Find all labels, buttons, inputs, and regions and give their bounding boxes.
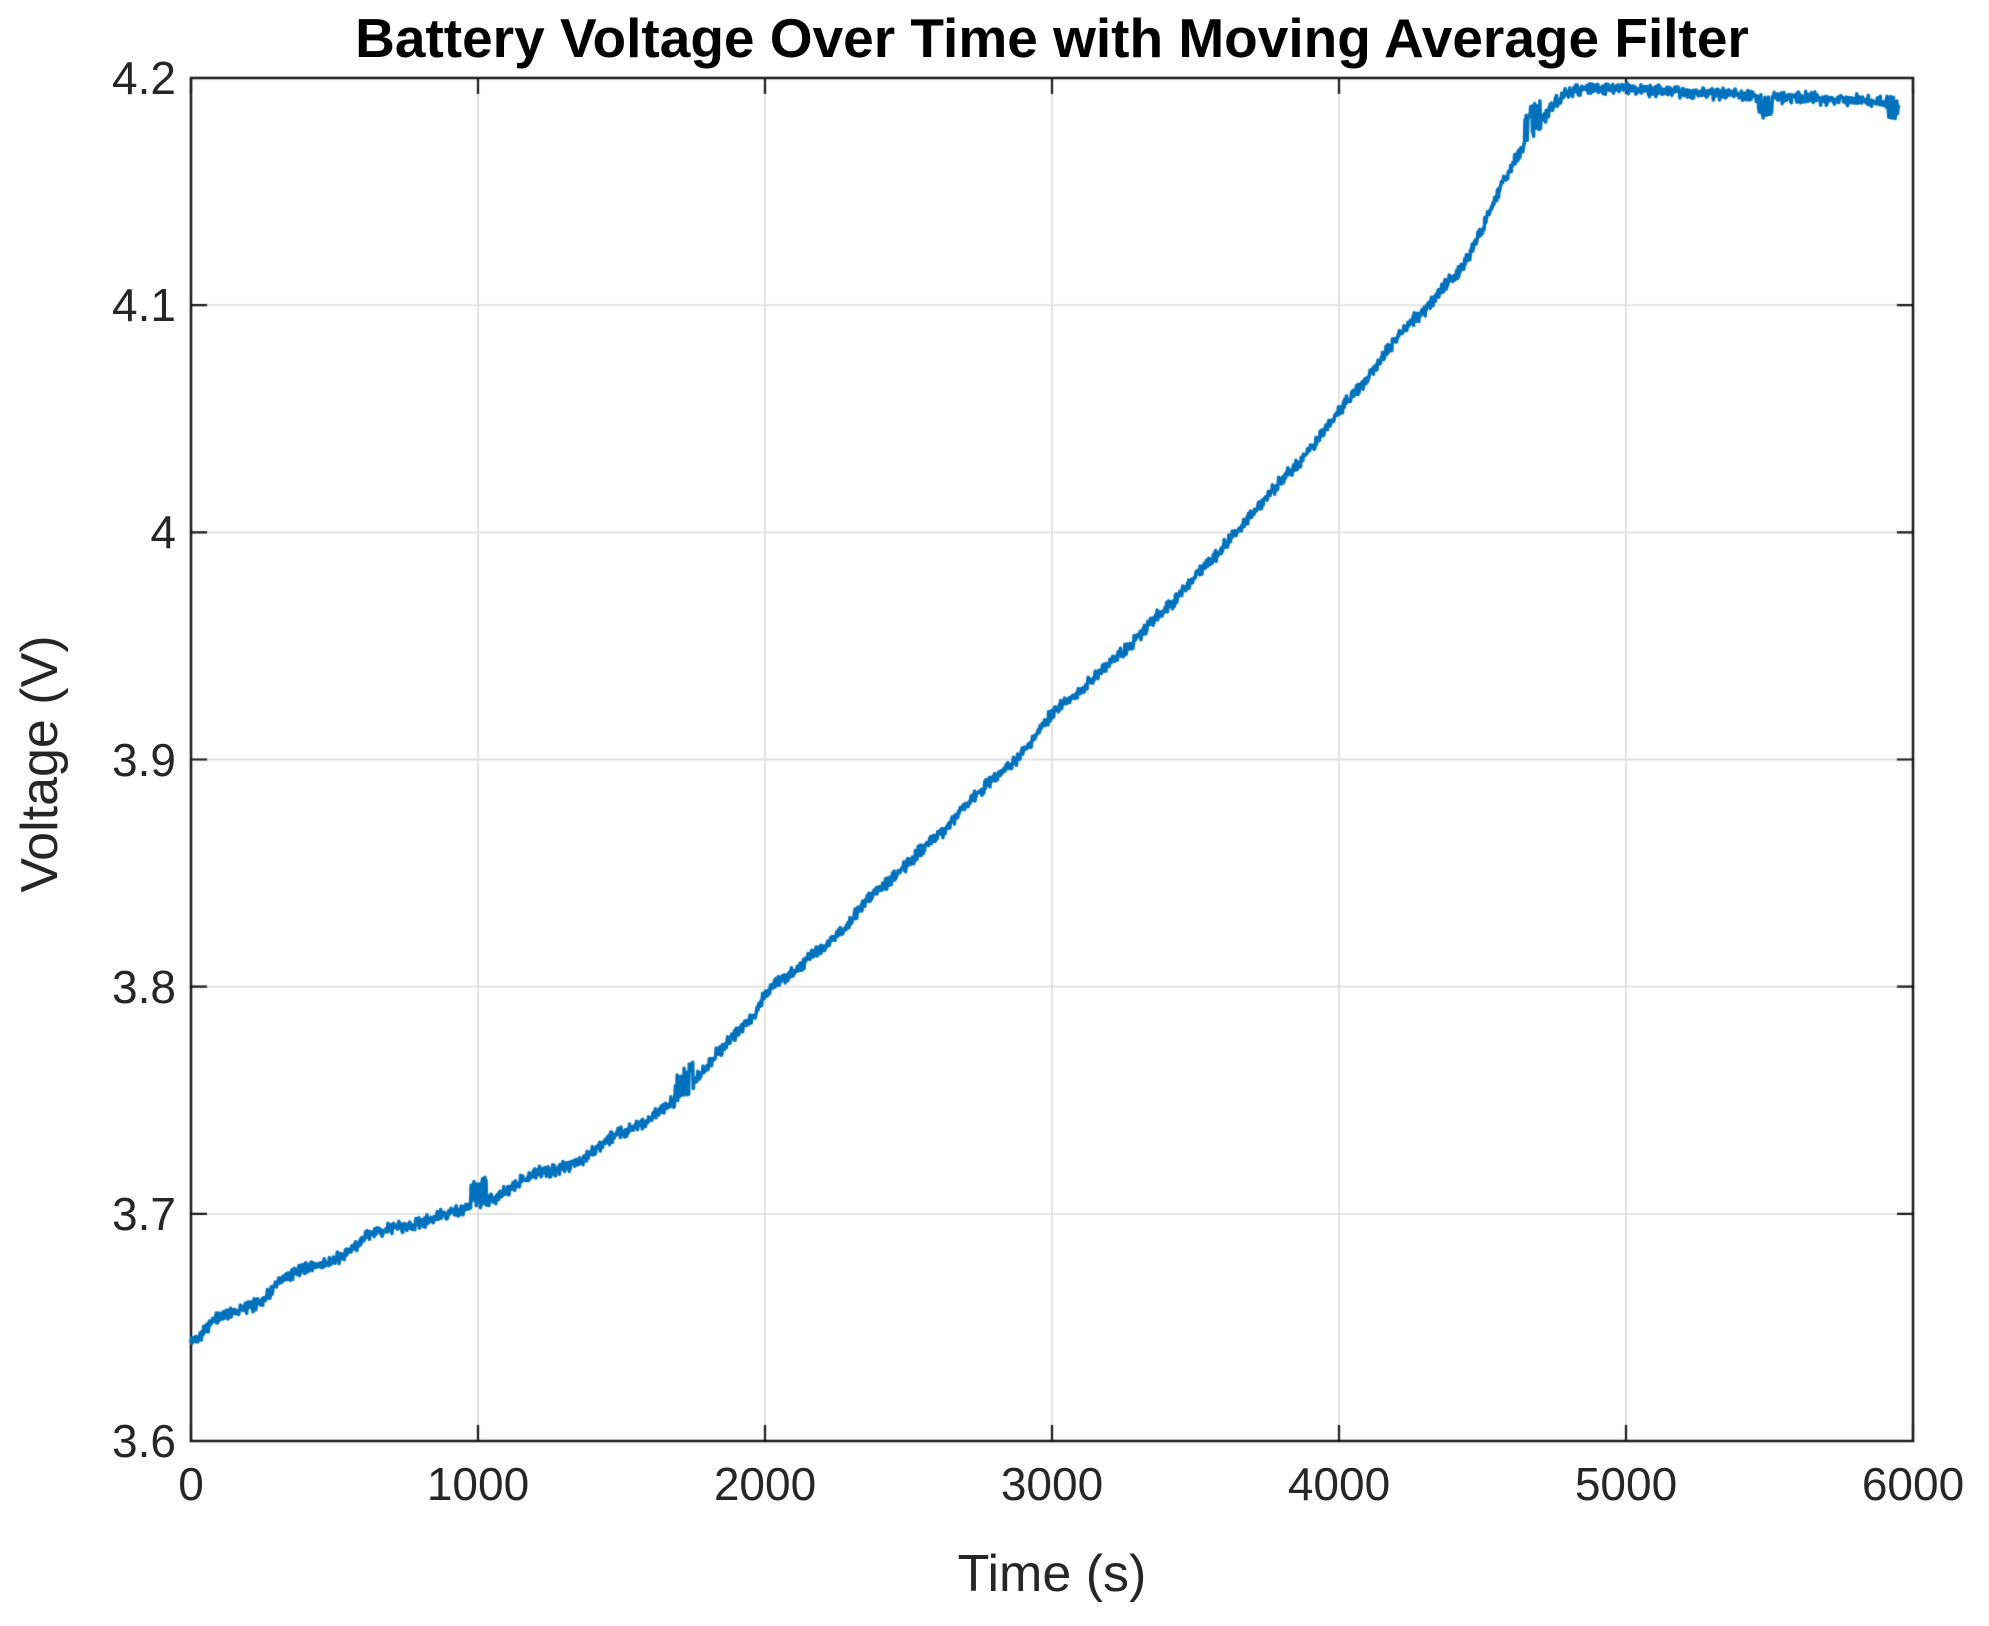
- x-tick-label: 1000: [426, 1458, 530, 1510]
- y-tick-label: 4: [150, 506, 176, 559]
- y-tick-label: 4.1: [112, 279, 176, 332]
- y-tick-label: 3.9: [112, 733, 176, 786]
- y-tick-label: 4.2: [112, 52, 176, 104]
- y-tick-label: 3.6: [112, 1415, 176, 1467]
- x-tick-label: 6000: [1861, 1458, 1965, 1510]
- y-tick-label: 3.8: [112, 960, 176, 1013]
- x-tick-label: 0: [178, 1458, 204, 1510]
- x-tick-label: 2000: [713, 1458, 817, 1510]
- x-tick-label: 5000: [1574, 1458, 1678, 1510]
- x-tick-label: 3000: [1000, 1458, 1104, 1510]
- x-axis-label: Time (s): [957, 1545, 1147, 1603]
- x-tick-label: 4000: [1287, 1458, 1391, 1510]
- y-tick-label: 3.7: [112, 1187, 176, 1240]
- chart-title: Battery Voltage Over Time with Moving Av…: [355, 7, 1749, 69]
